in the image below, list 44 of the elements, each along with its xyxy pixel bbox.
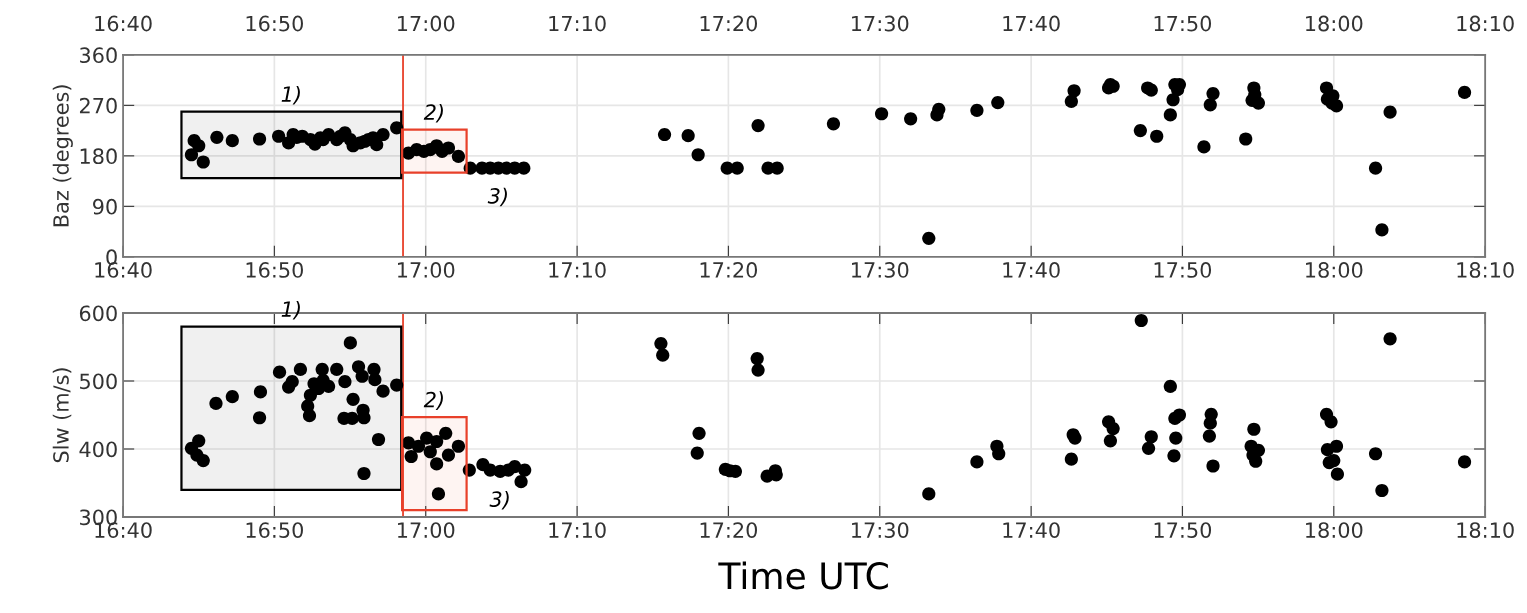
x-tick-label: 18:00 <box>1306 522 1363 538</box>
y-axis-title: Slw (m/s) <box>52 368 72 463</box>
x2-tick-label: 17:30 <box>852 15 909 32</box>
x-tick-label: 16:50 <box>246 262 303 278</box>
x-tick-label: 17:30 <box>852 522 909 538</box>
x-tick-label: 17:40 <box>1003 522 1060 538</box>
x-tick-label: 17:50 <box>1154 522 1212 538</box>
y-tick-label: 90 <box>93 198 117 215</box>
band-label: 1) <box>281 300 300 320</box>
x-tick-label: 18:00 <box>1306 262 1363 278</box>
y-tick-label: 180 <box>80 148 117 165</box>
x2-tick-label: 18:10 <box>1457 15 1514 32</box>
x-tick-label: 18:10 <box>1457 262 1514 278</box>
x-tick-label: 16:50 <box>246 522 303 538</box>
x2-tick-label: 17:00 <box>398 15 455 32</box>
x-tick-label: 17:00 <box>398 262 455 278</box>
y-tick-label: 360 <box>80 47 117 64</box>
x-tick-label: 17:50 <box>1154 262 1212 278</box>
x-tick-label: 17:30 <box>852 262 909 278</box>
x-tick-label: 17:40 <box>1003 262 1060 278</box>
band-label: 1) <box>281 85 300 105</box>
y-tick-label: 400 <box>79 441 117 458</box>
x2-tick-label: 16:40 <box>95 15 152 32</box>
x-tick-label: 17:10 <box>549 262 606 278</box>
x2-tick-label: 17:50 <box>1154 15 1212 32</box>
y-tick-label: 270 <box>79 97 117 114</box>
x-axis-title: Time UTC <box>718 561 888 590</box>
y-tick-label: 500 <box>80 373 117 390</box>
x-tick-label: 17:20 <box>700 262 758 278</box>
x2-tick-label: 18:00 <box>1306 15 1363 32</box>
band-label: 2) <box>423 391 443 410</box>
x-tick-label: 17:00 <box>398 522 455 538</box>
x2-tick-label: 17:40 <box>1003 15 1060 32</box>
x-tick-label: 18:10 <box>1457 522 1514 538</box>
y-axis-title: Baz (degrees) <box>52 85 73 227</box>
x-tick-label: 17:20 <box>700 522 758 538</box>
x2-tick-label: 17:20 <box>700 15 758 32</box>
band-label: 2) <box>423 103 443 123</box>
x2-tick-label: 16:50 <box>246 15 303 32</box>
x-tick-label: 17:10 <box>549 522 606 538</box>
annotation: 3) <box>487 187 507 207</box>
annotation: 3) <box>489 490 509 510</box>
y-tick-label: 600 <box>79 305 117 322</box>
x2-tick-label: 17:10 <box>549 15 606 32</box>
